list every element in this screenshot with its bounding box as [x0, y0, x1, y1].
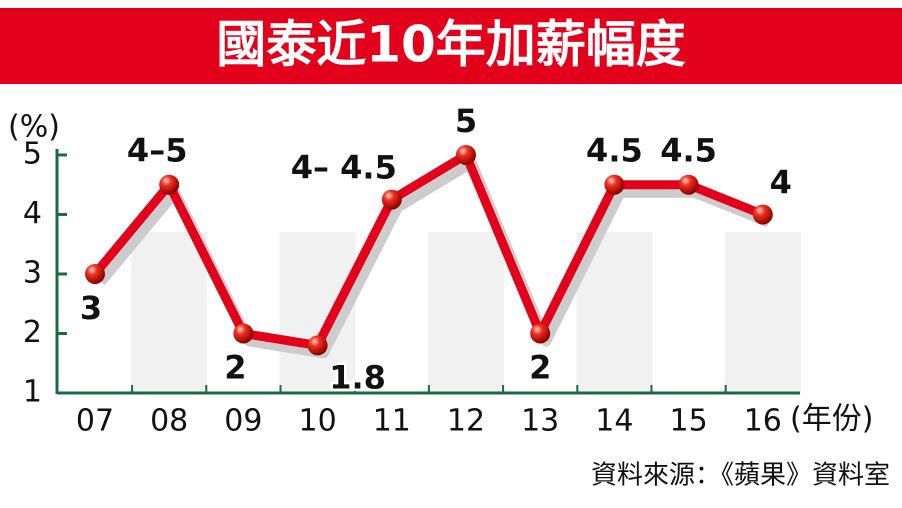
background-column [724, 232, 801, 393]
value-label: 4.5 [586, 132, 643, 170]
x-tick-label: 16 [744, 404, 782, 439]
y-axis-label: (%) [8, 110, 60, 145]
x-tick-label: 09 [224, 404, 262, 439]
point [678, 174, 699, 195]
point [752, 204, 773, 225]
value-label: 4 [770, 163, 792, 201]
x-tick-label: 08 [150, 404, 188, 439]
point [159, 174, 180, 195]
y-tick-label: 4 [23, 196, 42, 231]
y-tick-label: 5 [23, 136, 42, 171]
source: 資料來源：《蘋果》資料室 [591, 461, 890, 491]
x-tick-label: 15 [670, 404, 708, 439]
background-column [428, 232, 504, 393]
y-tick-label: 1 [23, 375, 42, 410]
value-label: 1.8 [329, 358, 386, 396]
x-tick-label: 14 [595, 404, 633, 439]
value-label: 4– 4.5 [291, 149, 397, 187]
value-label: 4–5 [127, 132, 188, 170]
value-label: 2 [224, 348, 246, 386]
value-label: 5 [455, 102, 477, 140]
x-tick-label: 13 [521, 404, 559, 439]
x-tick-label: 10 [299, 404, 337, 439]
background-column [131, 232, 208, 393]
y-tick-label: 2 [23, 315, 42, 350]
x-tick-label: 12 [447, 404, 485, 439]
x-axis-label: (年份) [790, 402, 873, 437]
point [85, 263, 105, 284]
value-label: 4.5 [660, 132, 717, 170]
title-band [0, 8, 902, 84]
point [530, 323, 551, 344]
x-tick-label: 07 [76, 404, 114, 439]
value-label: 3 [80, 289, 102, 327]
point [456, 144, 476, 165]
x-tick-label: 11 [373, 404, 411, 439]
line [91, 150, 765, 350]
point [604, 174, 625, 195]
point [233, 323, 254, 344]
chart-title: 國泰近10年加薪幅度 [216, 16, 686, 74]
value-label: 2 [529, 348, 551, 386]
y-tick-label: 3 [23, 255, 42, 290]
point [381, 189, 402, 210]
point [307, 335, 328, 356]
